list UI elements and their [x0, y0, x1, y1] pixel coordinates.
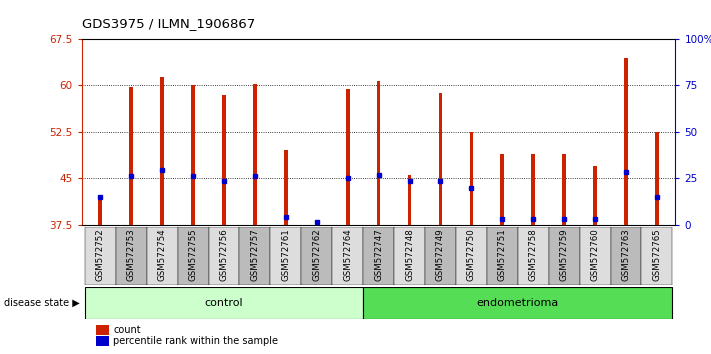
Bar [284, 150, 288, 225]
Bar [425, 227, 456, 285]
Text: percentile rank within the sample: percentile rank within the sample [113, 336, 278, 346]
Bar [501, 154, 504, 225]
Bar [593, 166, 597, 225]
Text: count: count [113, 325, 141, 335]
Text: GSM572760: GSM572760 [591, 228, 599, 281]
Bar [363, 287, 673, 319]
Bar [191, 85, 195, 225]
Bar [562, 154, 566, 225]
Bar [377, 81, 380, 225]
Text: GDS3975 / ILMN_1906867: GDS3975 / ILMN_1906867 [82, 17, 255, 30]
Text: GSM572756: GSM572756 [220, 228, 228, 281]
Bar [332, 227, 363, 285]
Text: control: control [205, 298, 243, 308]
Bar [579, 227, 611, 285]
Bar [394, 227, 425, 285]
Text: GSM572758: GSM572758 [529, 228, 538, 281]
Text: GSM572750: GSM572750 [467, 228, 476, 281]
Bar [85, 287, 363, 319]
Text: GSM572748: GSM572748 [405, 228, 414, 281]
Text: GSM572762: GSM572762 [312, 228, 321, 281]
Text: endometrioma: endometrioma [476, 298, 559, 308]
Text: GSM572752: GSM572752 [96, 228, 105, 281]
Bar [518, 227, 549, 285]
Text: GSM572761: GSM572761 [282, 228, 290, 281]
Bar [346, 88, 350, 225]
Bar [160, 77, 164, 225]
Text: GSM572755: GSM572755 [188, 228, 198, 281]
Text: GSM572764: GSM572764 [343, 228, 352, 281]
Bar [146, 227, 178, 285]
Bar [240, 227, 270, 285]
Text: GSM572753: GSM572753 [127, 228, 136, 281]
Bar [407, 175, 412, 225]
Bar [85, 227, 116, 285]
Bar [129, 87, 133, 225]
Bar [222, 95, 226, 225]
Text: disease state ▶: disease state ▶ [4, 298, 80, 308]
Text: GSM572759: GSM572759 [560, 228, 569, 281]
Bar [655, 132, 659, 225]
Bar [641, 227, 673, 285]
Bar [469, 132, 474, 225]
Text: GSM572765: GSM572765 [653, 228, 661, 281]
Bar [270, 227, 301, 285]
Bar [208, 227, 240, 285]
Text: GSM572747: GSM572747 [374, 228, 383, 281]
Text: GSM572754: GSM572754 [158, 228, 166, 281]
Bar [253, 84, 257, 225]
Bar [315, 223, 319, 225]
Text: GSM572749: GSM572749 [436, 228, 445, 281]
Bar [624, 57, 628, 225]
Bar [363, 227, 394, 285]
Text: GSM572751: GSM572751 [498, 228, 507, 281]
Bar [301, 227, 332, 285]
Text: GSM572763: GSM572763 [621, 228, 631, 281]
Bar [439, 93, 442, 225]
Bar [178, 227, 208, 285]
Bar [487, 227, 518, 285]
Bar [98, 197, 102, 225]
Bar [116, 227, 146, 285]
Text: GSM572757: GSM572757 [250, 228, 260, 281]
Bar [549, 227, 579, 285]
Bar [531, 154, 535, 225]
Bar [611, 227, 641, 285]
Bar [456, 227, 487, 285]
